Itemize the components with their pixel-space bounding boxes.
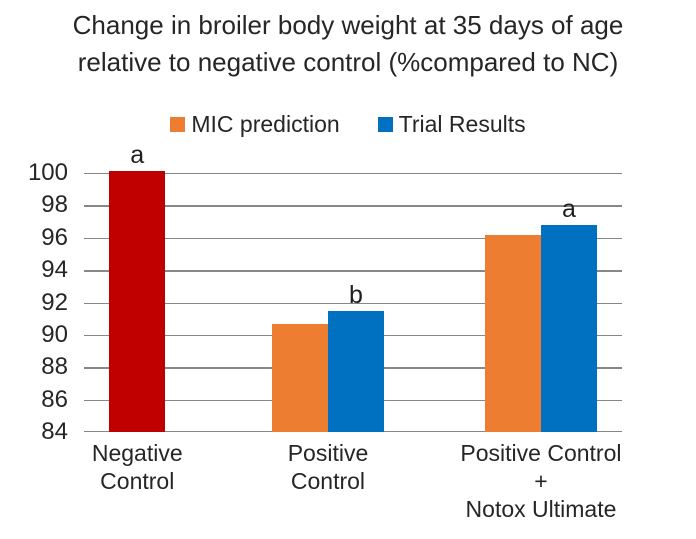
mic-prediction-swatch xyxy=(170,117,186,132)
gridline-94 xyxy=(84,270,622,272)
x-axis-label-2-line-2: Notox Ultimate xyxy=(465,496,617,522)
legend-item-trial-results: Trial Results xyxy=(377,111,526,138)
negative-control-bar xyxy=(109,171,166,432)
x-axis-category-labels: Negative Control Positive Control Positive C… xyxy=(84,439,622,535)
significance-letter-a: a xyxy=(130,141,145,170)
positive-control-notox-mic-prediction-bar xyxy=(485,234,541,432)
y-tick-label-84: 84 xyxy=(41,418,68,445)
y-tick-label-88: 88 xyxy=(41,353,68,381)
chart-legend: MIC prediction Trial Results xyxy=(0,111,696,138)
x-axis-label-1-line-0: Positive xyxy=(287,440,369,466)
trial-results-swatch xyxy=(377,117,393,132)
positive-control-mic-prediction-bar xyxy=(272,323,328,432)
x-axis-label-1: Positive Control xyxy=(288,439,369,495)
chart-title-line-1: Change in broiler body weight at 35 days… xyxy=(72,10,624,40)
legend-item-mic-prediction: MIC prediction xyxy=(170,111,340,138)
x-axis-label-0-line-0: Negative xyxy=(91,440,183,466)
y-tick-label-100: 100 xyxy=(27,159,68,187)
x-axis-label-2-line-0: Positive Control xyxy=(460,440,622,466)
y-tick-label-92: 92 xyxy=(41,288,68,316)
y-tick-label-86: 86 xyxy=(41,385,68,413)
significance-letter-b: b xyxy=(349,280,363,309)
y-tick-label-98: 98 xyxy=(41,191,68,219)
chart-title: Change in broiler body weight at 35 days… xyxy=(0,7,696,81)
plot-area: a b a xyxy=(84,141,622,432)
gridline-92 xyxy=(84,302,622,304)
legend-label-trial-results: Trial Results xyxy=(398,111,526,137)
x-axis-label-0-line-1: Control xyxy=(100,468,175,494)
gridline-96 xyxy=(84,237,622,240)
y-axis-tick-labels: 84 86 88 90 92 94 96 98 100 xyxy=(0,159,76,445)
y-tick-label-96: 96 xyxy=(41,223,68,251)
x-axis-label-2: Positive Control + Notox Ultimate xyxy=(460,439,621,523)
gridline-100 xyxy=(84,173,622,175)
x-axis-label-2-line-1: + xyxy=(534,468,548,494)
significance-letter-a: a xyxy=(562,194,576,223)
legend-label-mic-prediction: MIC prediction xyxy=(191,111,340,137)
x-axis-label-1-line-1: Control xyxy=(290,468,366,494)
y-tick-label-90: 90 xyxy=(41,320,68,348)
positive-control-trial-results-bar xyxy=(327,310,384,432)
gridline-98 xyxy=(84,205,622,207)
chart-title-line-2: relative to negative control (%compared … xyxy=(77,47,619,77)
y-tick-label-94: 94 xyxy=(41,256,68,284)
positive-control-notox-trial-results-bar xyxy=(540,224,597,432)
x-axis-label-0: Negative Control xyxy=(92,439,183,495)
